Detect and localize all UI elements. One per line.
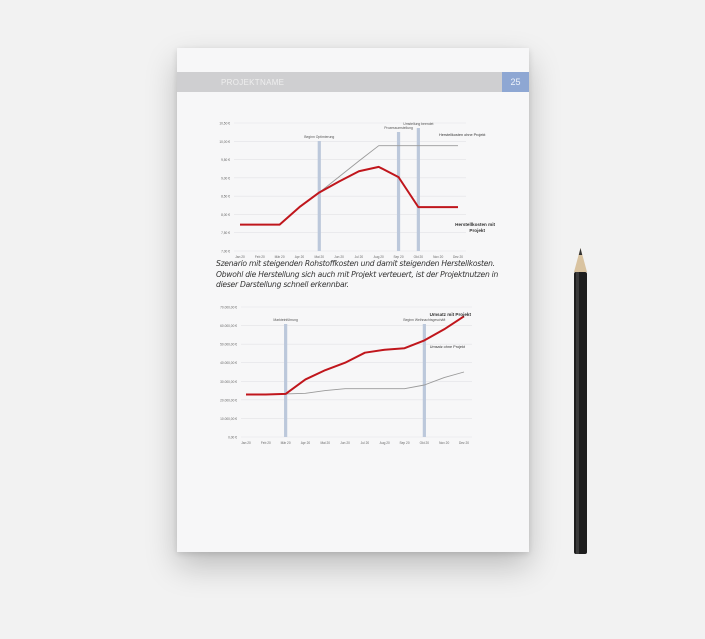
series-line-mit-projekt	[246, 315, 465, 396]
event-marker-bar	[422, 324, 426, 437]
event-marker-bar	[284, 324, 288, 437]
x-tick-label: Sep 20	[399, 441, 409, 445]
x-tick-label: Jul 20	[361, 441, 370, 445]
x-tick-label: Aug 20	[374, 255, 384, 259]
x-tick-label: Jun 20	[340, 441, 350, 445]
y-tick-label: 40.000,00 €	[220, 361, 237, 365]
x-tick-label: Mai 20	[314, 255, 324, 259]
y-tick-label: 50.000,00 €	[220, 343, 237, 347]
y-tick-label: 20.000,00 €	[220, 398, 237, 402]
series-line-ohne-projekt	[246, 371, 465, 395]
y-tick-label: 10,00 €	[219, 140, 230, 144]
x-tick-label: Aug 20	[380, 441, 390, 445]
event-marker-label: Markteinführung	[273, 318, 298, 322]
x-tick-label: Okt 20	[420, 441, 430, 445]
x-tick-label: Jul 20	[355, 255, 364, 259]
x-tick-label: Jan 20	[235, 255, 245, 259]
page-header-bar: PROJEKTNAME	[177, 72, 502, 92]
x-tick-label: Sep 20	[393, 255, 403, 259]
event-marker-bar	[416, 128, 420, 251]
x-tick-label: Apr 20	[295, 255, 305, 259]
project-name: PROJEKTNAME	[221, 78, 285, 87]
y-tick-label: 10,50 €	[219, 122, 230, 126]
y-tick-label: 9,00 €	[221, 176, 230, 180]
x-tick-label: Feb 20	[255, 255, 265, 259]
x-tick-label: Okt 20	[414, 255, 424, 259]
event-marker-label: Prozessumstellung	[384, 126, 413, 130]
pencil-decoration	[574, 248, 587, 554]
x-tick-label: Apr 20	[301, 441, 311, 445]
x-tick-label: Mai 20	[320, 441, 330, 445]
series-legend-label: Umsatz ohne Projekt	[430, 345, 466, 349]
y-tick-label: 0,00 €	[228, 436, 237, 440]
y-tick-label: 30.000,00 €	[220, 380, 237, 384]
x-tick-label: Nov 20	[433, 255, 443, 259]
event-marker-label: Beginn Weihnachtsgeschäft	[403, 318, 445, 322]
document-page: PROJEKTNAME 25 7,00 € 7,50 € 8,00 € 8,50 € 9…	[177, 48, 529, 552]
x-tick-label: Mär 20	[281, 441, 291, 445]
y-tick-label: 8,50 €	[221, 195, 230, 199]
x-tick-label: Jun 20	[334, 255, 344, 259]
event-marker-label: Beginn Optimierung	[304, 135, 334, 139]
series-legend-label: Herstellkosten ohne Projekt	[439, 133, 486, 137]
x-tick-label: Dez 20	[453, 255, 463, 259]
y-tick-label: 7,50 €	[221, 231, 230, 235]
chart-umsatz: 0,00 € 10.000,00 € 20.000,00 € 30.000,00 € 4…	[220, 306, 472, 445]
chart-herstellkosten: 7,00 € 7,50 € 8,00 € 8,50 € 9,00 € 9,50 € 10,0…	[219, 122, 495, 260]
y-tick-label: 9,50 €	[221, 158, 230, 162]
series-legend-label: Herstellkosten mit Projekt	[455, 222, 495, 233]
x-tick-label: Mär 20	[275, 255, 285, 259]
x-tick-label: Nov 20	[439, 441, 449, 445]
y-tick-label: 60.000,00 €	[220, 324, 237, 328]
chart-caption: Szenario mit steigenden Rohstoffkosten u…	[216, 259, 499, 289]
series-legend-label: Umsatz mit Projekt	[430, 312, 472, 317]
page-number: 25	[502, 72, 529, 92]
x-tick-label: Jan 20	[241, 441, 251, 445]
event-marker-label: Umstellung beendet	[403, 122, 433, 126]
series-line-mit-projekt	[240, 165, 458, 226]
y-tick-label: 10.000,00 €	[220, 417, 237, 421]
x-tick-label: Feb 20	[261, 441, 271, 445]
event-marker-bar	[317, 141, 321, 251]
event-marker-bar	[396, 132, 401, 251]
y-tick-label: 8,00 €	[221, 213, 230, 217]
x-tick-label: Dez 20	[459, 441, 469, 445]
y-tick-label: 7,00 €	[221, 250, 230, 254]
y-tick-label: 70.000,00 €	[220, 306, 237, 310]
